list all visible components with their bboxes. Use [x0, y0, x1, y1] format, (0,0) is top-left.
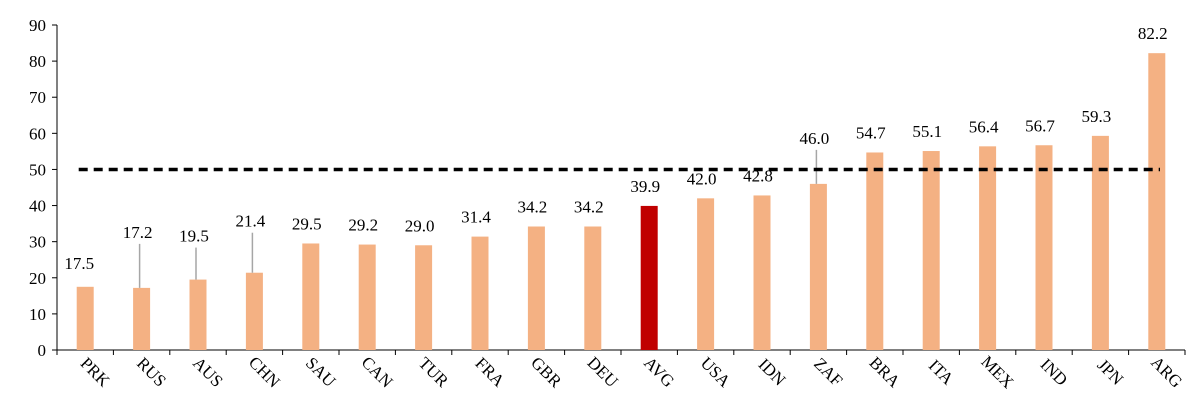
bar [302, 243, 320, 350]
x-tick-label: DEU [584, 353, 622, 391]
bar [809, 183, 827, 350]
x-tick-label: CHN [245, 353, 284, 392]
bar [189, 279, 207, 350]
data-label: 17.5 [64, 254, 94, 273]
y-tick-label: 60 [29, 124, 46, 143]
bar-series [76, 53, 1166, 351]
y-tick-label: 50 [29, 160, 46, 179]
data-label: 82.2 [1138, 24, 1168, 43]
bar [471, 236, 489, 350]
x-tick-label: ARG [1147, 353, 1186, 392]
data-label: 31.4 [461, 208, 491, 227]
bar [922, 151, 940, 350]
x-tick-label: IDN [754, 355, 789, 390]
data-label: 34.2 [518, 198, 548, 217]
data-label: 39.9 [630, 177, 660, 196]
y-tick-label: 70 [29, 88, 46, 107]
y-tick-label: 90 [29, 16, 46, 35]
data-label: 34.2 [574, 198, 604, 217]
data-label: 17.2 [123, 223, 153, 242]
data-label: 54.7 [856, 123, 886, 142]
x-tick-label: USA [697, 353, 735, 391]
x-tick-label: JPN [1094, 355, 1127, 388]
bar [697, 198, 715, 350]
y-tick-label: 10 [29, 305, 46, 324]
y-tick-label: 40 [29, 197, 46, 216]
data-label: 29.2 [348, 216, 378, 235]
x-tick-label: AUS [189, 353, 226, 390]
x-tick-label: CAN [358, 353, 397, 392]
bar [133, 287, 151, 350]
data-label: 56.4 [969, 117, 999, 136]
data-label: 46.0 [800, 129, 830, 148]
x-tick-label: GBR [527, 353, 566, 392]
bar [866, 152, 884, 350]
x-tick-label: MEX [977, 352, 1017, 392]
data-label: 59.3 [1082, 107, 1112, 126]
x-tick-label: AVG [640, 353, 678, 391]
bar [753, 195, 771, 350]
data-label: 29.5 [292, 214, 322, 233]
x-tick-label: TUR [415, 353, 453, 391]
bar [979, 146, 997, 350]
x-tick-label: RUS [133, 354, 170, 391]
y-tick-label: 80 [29, 52, 46, 71]
x-tick-label: IND [1036, 355, 1071, 390]
x-tick-label: PRK [77, 354, 114, 391]
bar [1091, 135, 1109, 350]
bar [415, 245, 433, 350]
data-label: 42.8 [743, 166, 773, 185]
data-labels: 17.5 17.2 19.5 21.4 29.5 29.2 29.0 31.4 34.2 34.2… [64, 24, 1167, 273]
data-label: 42.0 [687, 169, 717, 188]
bar [245, 272, 263, 350]
data-label: 55.1 [912, 122, 942, 141]
bar-average [640, 205, 658, 350]
label-leader-lines [138, 149, 818, 288]
x-tick-label: ZAF [810, 354, 846, 390]
y-tick-label: 20 [29, 269, 46, 288]
data-label: 56.7 [1025, 116, 1055, 135]
bar [527, 226, 545, 350]
bar [1035, 145, 1053, 350]
bar [584, 226, 602, 350]
bar [76, 286, 94, 350]
y-tick-label: 30 [29, 233, 46, 252]
data-label: 29.0 [405, 216, 435, 235]
bar [1148, 53, 1166, 351]
x-tick-label: BRA [866, 353, 905, 392]
bar [358, 244, 376, 350]
x-tick-label: FRA [471, 354, 508, 391]
data-label: 21.4 [236, 212, 266, 231]
y-tick-label: 0 [38, 341, 47, 360]
data-label: 19.5 [179, 227, 209, 246]
x-tick-label: ITA [925, 356, 958, 389]
x-tick-label: SAU [302, 353, 339, 390]
